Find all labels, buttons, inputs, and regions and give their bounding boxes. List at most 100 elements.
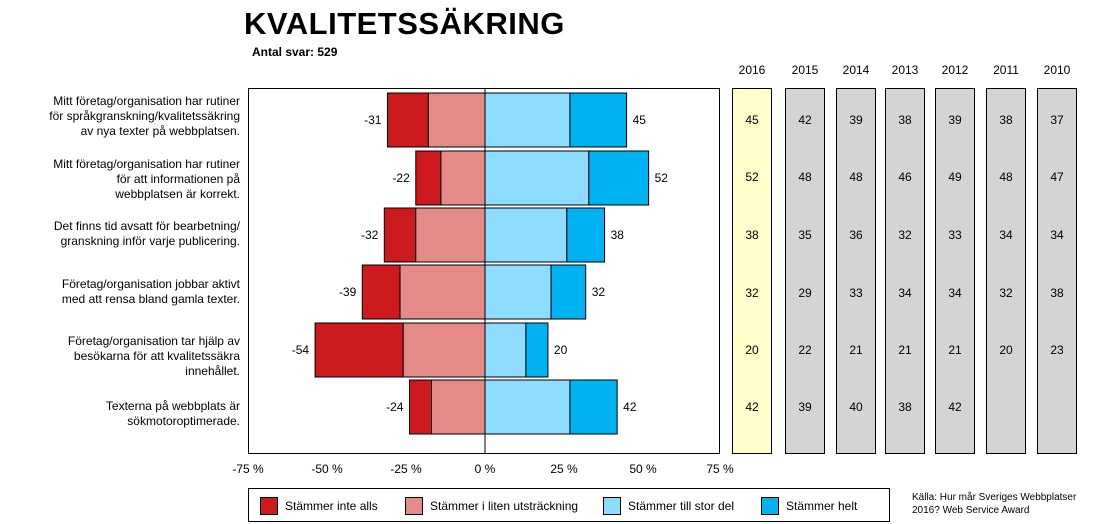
year-value: 36	[849, 228, 863, 242]
negative-total-label: -32	[361, 228, 379, 242]
bar-segment-large-extent	[484, 379, 571, 435]
bar-segment-large-extent	[484, 322, 527, 378]
x-tick-label: 50 %	[629, 462, 657, 476]
bar-segment-large-extent	[484, 92, 571, 148]
year-value: 38	[898, 113, 912, 127]
year-value: 42	[948, 400, 962, 414]
year-value: 49	[948, 170, 962, 184]
year-value: 40	[849, 400, 863, 414]
bar-segment-small-extent	[427, 92, 486, 148]
question-label-6: Texterna på webbplats är sökmotoroptimer…	[105, 399, 240, 428]
bar-segment-small-extent	[440, 150, 486, 206]
positive-total-label: 45	[633, 113, 647, 127]
negative-total-label: -39	[339, 285, 357, 299]
year-value: 21	[849, 343, 863, 357]
positive-total-label: 52	[655, 171, 669, 185]
positive-total-label: 20	[554, 343, 568, 357]
legend-swatch	[761, 497, 779, 515]
bar-segment-large-extent	[484, 150, 590, 206]
year-value: 20	[999, 343, 1013, 357]
year-value: 35	[798, 228, 812, 242]
year-value: 22	[798, 343, 812, 357]
bar-segment-fully	[550, 264, 587, 320]
bar-segment-small-extent	[415, 207, 486, 263]
positive-total-label: 38	[611, 228, 625, 242]
negative-total-label: -24	[386, 400, 404, 414]
bar-segment-small-extent	[402, 322, 486, 378]
year-value: 21	[898, 343, 912, 357]
year-value: 29	[798, 286, 812, 300]
question-label-5: Företag/organisation tar hjälp av besöka…	[67, 334, 240, 378]
year-value: 39	[948, 113, 962, 127]
year-value: 32	[898, 228, 912, 242]
year-value: 39	[849, 113, 863, 127]
bar-segment-large-extent	[484, 207, 568, 263]
year-header-2014: 2014	[842, 63, 870, 77]
positive-total-label: 42	[623, 400, 637, 414]
negative-total-label: -31	[364, 113, 382, 127]
year-value: 47	[1050, 170, 1064, 184]
year-value: 42	[798, 113, 812, 127]
year-value: 48	[849, 170, 863, 184]
year-value: 32	[999, 286, 1013, 300]
positive-total-label: 32	[592, 285, 606, 299]
legend-label: Stämmer helt	[786, 499, 858, 513]
year-header-2015: 2015	[791, 63, 819, 77]
bar-segment-large-extent	[484, 264, 552, 320]
legend-swatch	[603, 497, 621, 515]
year-value: 20	[745, 343, 759, 357]
year-value: 23	[1050, 343, 1064, 357]
year-value: 46	[898, 170, 912, 184]
year-column-2012	[935, 88, 975, 454]
year-value: 34	[948, 286, 962, 300]
bar-segment-not-at-all	[383, 207, 417, 263]
year-header-2010: 2010	[1043, 63, 1071, 77]
bar-segment-small-extent	[431, 379, 486, 435]
year-header-2011: 2011	[993, 63, 1019, 77]
year-column-2010	[1037, 88, 1077, 454]
bar-segment-fully	[569, 92, 628, 148]
year-value: 38	[745, 228, 759, 242]
question-label-4: Företag/organisation jobbar aktivt med a…	[61, 277, 240, 306]
year-column-2016	[732, 88, 772, 454]
legend-label: Stämmer till stor del	[628, 499, 735, 513]
year-value: 34	[898, 286, 912, 300]
year-column-2014	[836, 88, 876, 454]
page-title: KVALITETSSÄKRING	[244, 6, 565, 41]
chart-legend: Stämmer inte alls Stämmer i liten utsträ…	[248, 488, 890, 522]
source-line-2: 2016? Web Service Award	[912, 505, 1030, 516]
year-value: 38	[898, 400, 912, 414]
x-tick-label: -25 %	[390, 462, 422, 476]
response-count: Antal svar: 529	[252, 45, 338, 59]
source-line-1: Källa: Hur mår Sveriges Webbplatser	[912, 492, 1077, 503]
legend-swatch	[260, 497, 278, 515]
year-column-2013	[885, 88, 925, 454]
negative-total-label: -54	[292, 343, 310, 357]
year-value: 33	[849, 286, 863, 300]
year-header-2012: 2012	[941, 63, 969, 77]
question-label-3: Det finns tid avsatt för bearbetning/ gr…	[53, 219, 240, 248]
x-tick-label: -50 %	[311, 462, 343, 476]
legend-swatch	[405, 497, 423, 515]
bar-segment-not-at-all	[386, 92, 429, 148]
negative-total-label: -22	[392, 171, 410, 185]
bar-segment-not-at-all	[415, 150, 442, 206]
year-value: 32	[745, 286, 759, 300]
chart-plot-area	[248, 88, 720, 454]
year-value: 34	[1050, 228, 1064, 242]
year-value: 48	[798, 170, 812, 184]
year-column-2015	[785, 88, 825, 454]
bar-segment-fully	[525, 322, 549, 378]
year-value: 21	[948, 343, 962, 357]
bar-segment-fully	[569, 379, 618, 435]
question-label-2: Mitt företag/organisation har rutiner fö…	[53, 157, 240, 201]
year-value: 52	[745, 170, 759, 184]
x-tick-label: 25 %	[550, 462, 578, 476]
bar-segment-not-at-all	[314, 322, 404, 378]
year-value: 48	[999, 170, 1013, 184]
legend-label: Stämmer i liten utsträckning	[430, 499, 579, 513]
bar-segment-fully	[566, 207, 606, 263]
source-note: Källa: Hur mår Sveriges Webbplatser 2016…	[912, 491, 1076, 517]
legend-label: Stämmer inte alls	[285, 499, 378, 513]
bar-segment-small-extent	[399, 264, 486, 320]
